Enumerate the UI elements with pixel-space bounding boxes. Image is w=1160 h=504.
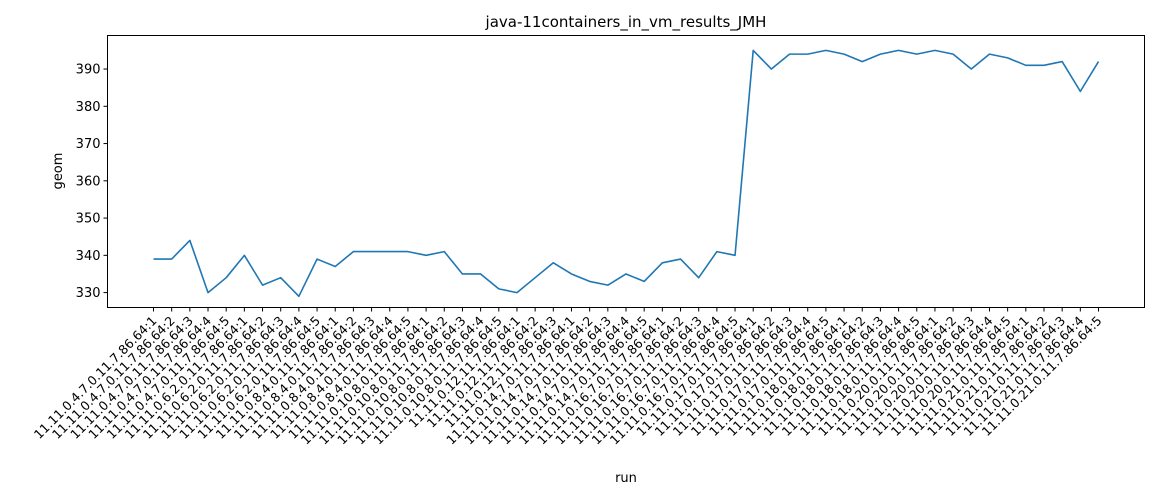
plot-area — [153, 49, 1100, 298]
chart-title: java-11containers_in_vm_results_JMH — [485, 13, 767, 32]
y-tick-label: 390 — [76, 63, 101, 78]
series-line — [153, 49, 1100, 298]
x-axis: 11.11.0.4.7.0.11.7.86.64:111.11.0.4.7.0.… — [31, 307, 1105, 447]
y-axis: 330 340 350 360 370 380 390 — [76, 63, 108, 301]
y-tick-label: 380 — [76, 100, 101, 115]
y-tick-label: 360 — [76, 174, 101, 189]
y-tick-label: 370 — [76, 137, 101, 152]
y-axis-label: geom — [51, 153, 66, 190]
y-tick-label: 330 — [76, 286, 101, 301]
plot-frame — [107, 35, 1145, 308]
y-tick-label: 350 — [76, 212, 101, 227]
x-axis-label: run — [615, 471, 637, 486]
y-tick-label: 340 — [76, 249, 101, 264]
